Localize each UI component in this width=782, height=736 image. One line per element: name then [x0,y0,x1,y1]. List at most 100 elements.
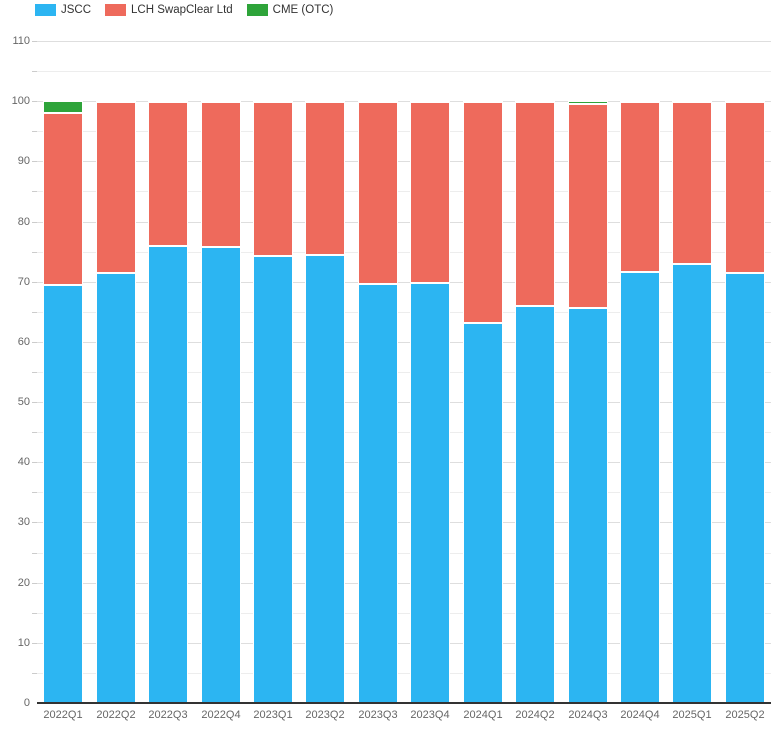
legend-swatch-icon [35,4,56,16]
bar-segment[interactable] [148,100,188,103]
bar-segment[interactable] [463,322,503,703]
y-axis-tick [32,583,37,584]
y-axis-tick [32,101,37,102]
y-axis-tick [32,372,37,373]
x-axis-label: 2024Q1 [463,709,503,721]
y-axis-tick [32,312,37,313]
legend-item[interactable]: LCH SwapClear Ltd [105,4,233,16]
y-axis-label: 20 [17,577,30,589]
bar-2022Q4 [201,41,241,703]
bar-segment[interactable] [620,102,660,272]
x-axis-label: 2022Q2 [96,709,136,721]
y-axis-tick [32,522,37,523]
legend-label: CME (OTC) [272,4,334,16]
y-axis-tick [32,643,37,644]
bar-segment[interactable] [672,263,712,703]
bar-segment[interactable] [253,102,293,257]
x-axis-label: 2022Q3 [148,709,188,721]
bar-segment[interactable] [568,101,608,104]
y-axis-tick [32,462,37,463]
legend-item[interactable]: CME (OTC) [246,4,334,16]
x-axis-label: 2022Q1 [43,709,83,721]
bar-segment[interactable] [725,100,765,103]
bar-segment[interactable] [620,271,660,703]
y-axis-label: 80 [17,216,30,228]
bar-segment[interactable] [410,102,450,283]
bar-segment[interactable] [358,102,398,285]
bar-2023Q2 [305,41,345,703]
legend-swatch-icon [105,4,127,16]
x-axis-label: 2023Q1 [253,709,293,721]
bar-segment[interactable] [201,102,241,247]
bar-segment[interactable] [515,102,555,306]
bar-segment[interactable] [515,100,555,103]
y-axis-tick [32,553,37,554]
bar-segment[interactable] [515,305,555,703]
x-axis-label: 2025Q1 [672,709,712,721]
bar-segment[interactable] [253,100,293,103]
bar-segment[interactable] [410,100,450,103]
x-axis-label: 2022Q4 [201,709,241,721]
x-axis-label: 2024Q2 [515,709,555,721]
y-axis-tick [32,252,37,253]
bar-segment[interactable] [725,272,765,703]
x-axis-label: 2024Q3 [568,709,608,721]
bar-segment[interactable] [463,100,503,103]
y-axis-tick [32,41,37,42]
x-axis-label: 2025Q2 [725,709,765,721]
bar-segment[interactable] [568,308,608,703]
bar-segment[interactable] [568,103,608,309]
y-axis-tick [32,282,37,283]
bar-2024Q1 [463,41,503,703]
y-axis-tick [32,191,37,192]
bar-segment[interactable] [96,102,136,273]
bar-segment[interactable] [672,102,712,264]
bar-segment[interactable] [148,245,188,703]
y-axis-label: 50 [17,396,30,408]
bar-2022Q2 [96,41,136,703]
bar-segment[interactable] [253,256,293,703]
bar-segment[interactable] [201,246,241,703]
bar-segment[interactable] [96,100,136,103]
legend-item[interactable]: JSCC [35,4,91,16]
bar-segment[interactable] [305,100,345,103]
bar-segment[interactable] [43,285,83,703]
bar-2025Q2 [725,41,765,703]
x-axis-label: 2023Q3 [358,709,398,721]
bar-segment[interactable] [725,102,765,273]
bar-2024Q2 [515,41,555,703]
bar-2022Q1 [43,41,83,703]
bar-segment[interactable] [201,100,241,103]
y-axis-tick [32,402,37,403]
bar-segment[interactable] [672,100,712,103]
bar-segment[interactable] [358,100,398,103]
x-axis-line [37,702,771,704]
bar-segment[interactable] [410,282,450,703]
y-axis-tick [32,492,37,493]
bar-2023Q4 [410,41,450,703]
y-axis-tick [32,222,37,223]
y-axis-tick [32,613,37,614]
bar-segment[interactable] [463,102,503,323]
y-axis-label: 110 [12,35,30,47]
bar-segment[interactable] [43,101,83,114]
bar-segment[interactable] [96,272,136,703]
legend-label: LCH SwapClear Ltd [131,4,233,16]
y-axis-label: 10 [17,637,30,649]
bar-2022Q3 [148,41,188,703]
y-axis-tick [32,161,37,162]
bar-2023Q3 [358,41,398,703]
bar-segment[interactable] [305,255,345,703]
bar-segment[interactable] [620,100,660,103]
y-axis-label: 30 [17,516,30,528]
bar-segment[interactable] [305,102,345,256]
bar-2024Q4 [620,41,660,703]
bar-segment[interactable] [358,284,398,703]
y-axis-label: 100 [11,95,30,107]
y-axis-label: 0 [23,697,30,709]
chart-legend: JSCC LCH SwapClear Ltd CME (OTC) [35,4,333,16]
y-axis-label: 60 [17,336,30,348]
x-axis-label: 2023Q4 [410,709,450,721]
bar-segment[interactable] [43,113,83,286]
bar-segment[interactable] [148,102,188,246]
